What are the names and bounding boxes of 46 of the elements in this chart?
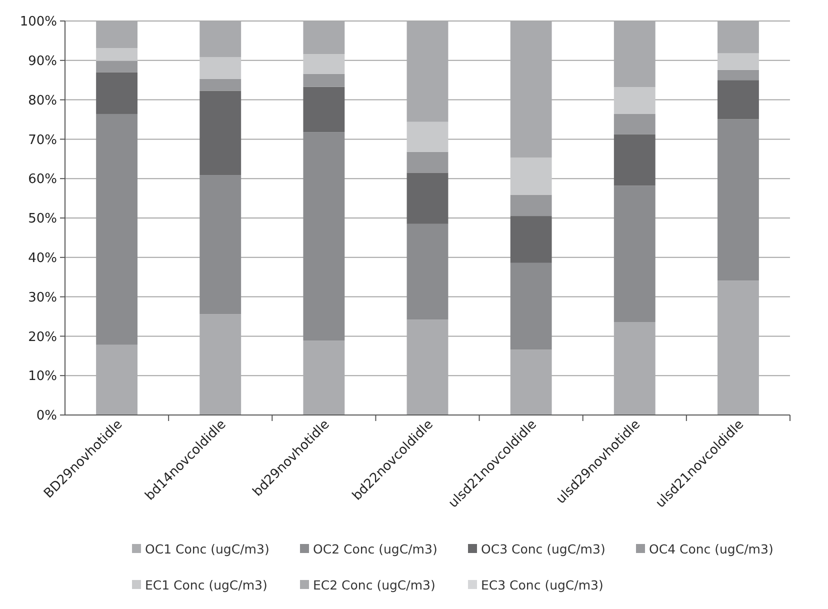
y-tick-label: 50%	[28, 212, 57, 227]
bar	[200, 57, 242, 79]
bar	[303, 86, 345, 132]
bar	[303, 74, 345, 87]
bar	[510, 194, 552, 216]
y-tick-label: 90%	[28, 54, 57, 69]
y-tick-label: 30%	[28, 290, 57, 306]
bar	[96, 72, 138, 114]
bar	[406, 122, 448, 152]
y-tick-label: 20%	[28, 330, 57, 345]
bar	[96, 114, 138, 345]
y-tick-label: 0%	[36, 408, 57, 424]
bar	[614, 87, 656, 114]
y-tick-label: 10%	[28, 369, 57, 384]
legend-label: OC1 Conc (ugC/m3)	[145, 541, 270, 556]
bar	[510, 158, 552, 195]
bar	[718, 80, 759, 120]
bar	[614, 134, 656, 186]
bar	[200, 78, 242, 91]
y-tick-label: 70%	[28, 132, 57, 148]
bar	[614, 114, 656, 134]
bar	[406, 224, 448, 320]
bar	[406, 172, 448, 224]
legend-label: EC1 Conc (ugC/m3)	[145, 577, 268, 592]
bar	[200, 175, 242, 314]
bar	[718, 119, 759, 281]
legend-label: EC3 Conc (ugC/m3)	[481, 577, 604, 592]
legend-label: OC2 Conc (ugC/m3)	[313, 541, 438, 556]
bar	[200, 90, 242, 176]
y-tick-label: 40%	[28, 250, 57, 266]
legend-label: OC4 Conc (ugC/m3)	[649, 541, 774, 556]
legend-label: OC3 Conc (ugC/m3)	[481, 541, 606, 556]
bar	[718, 70, 759, 80]
bar	[303, 132, 345, 341]
bar	[96, 60, 138, 72]
y-tick-label: 80%	[28, 93, 57, 108]
legend-label: EC2 Conc (ugC/m3)	[313, 577, 436, 592]
bar	[406, 152, 448, 173]
bar	[96, 48, 138, 61]
bar	[510, 216, 552, 263]
bar	[303, 54, 345, 74]
bar	[614, 186, 656, 322]
y-tick-label: 100%	[20, 14, 57, 30]
bar	[718, 53, 759, 70]
bar	[510, 262, 552, 350]
y-tick-label: 60%	[28, 172, 57, 188]
